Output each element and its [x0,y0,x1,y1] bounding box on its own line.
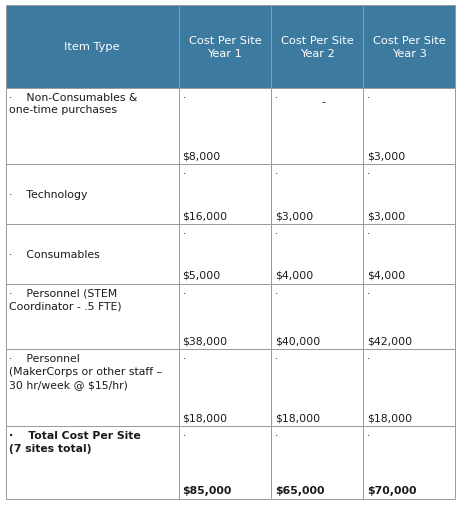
Text: ·: · [183,430,186,440]
Bar [6,349,179,426]
Text: ·    Consumables: · Consumables [9,249,100,260]
Text: ·: · [367,92,370,103]
Bar [271,349,363,426]
Text: ·: · [367,229,370,239]
Bar [271,284,363,349]
Bar [363,426,455,499]
Bar [271,6,363,88]
Text: $4,000: $4,000 [275,270,313,280]
Text: ·: · [275,354,278,364]
Bar [179,165,271,225]
Text: ·: · [183,229,186,239]
Text: $3,000: $3,000 [367,151,405,161]
Text: ·: · [183,169,186,179]
Text: ·: · [183,354,186,364]
Text: ·: · [183,288,186,298]
Bar [363,284,455,349]
Text: $40,000: $40,000 [275,336,320,345]
Bar [6,225,179,284]
Bar [363,349,455,426]
Text: $70,000: $70,000 [367,485,416,495]
Text: Cost Per Site
Year 2: Cost Per Site Year 2 [281,36,354,59]
Bar [271,88,363,165]
Bar [6,284,179,349]
Bar [179,6,271,88]
Text: ·    Personnel (STEM
Coordinator - .5 FTE): · Personnel (STEM Coordinator - .5 FTE) [9,288,122,311]
Text: ·: · [367,169,370,179]
Bar [363,6,455,88]
Text: ·: · [275,169,278,179]
Text: Cost Per Site
Year 3: Cost Per Site Year 3 [373,36,446,59]
Text: ·: · [183,92,186,103]
Bar [179,349,271,426]
Text: ·: · [275,288,278,298]
Text: ·: · [367,430,370,440]
Text: ·: · [367,354,370,364]
Text: $8,000: $8,000 [183,151,221,161]
Bar [179,284,271,349]
Text: ·: · [275,229,278,239]
Text: ·    Non-Consumables &
one-time purchases: · Non-Consumables & one-time purchases [9,92,137,115]
Text: $16,000: $16,000 [183,211,228,221]
Text: -: - [322,96,325,107]
Text: ·    Technology: · Technology [9,190,88,200]
Bar [271,225,363,284]
Text: ·: · [275,430,278,440]
Bar [363,225,455,284]
Bar [363,88,455,165]
Bar [271,426,363,499]
Bar [6,88,179,165]
Bar [179,88,271,165]
Bar [179,426,271,499]
Bar [6,6,179,88]
Text: ·: · [275,92,278,103]
Text: $65,000: $65,000 [275,485,324,495]
Text: Item Type: Item Type [65,42,120,52]
Text: $18,000: $18,000 [183,412,228,422]
Text: $42,000: $42,000 [367,336,412,345]
Text: $4,000: $4,000 [367,270,405,280]
Text: ·    Personnel
(MakerCorps or other staff –
30 hr/week @ $15/hr): · Personnel (MakerCorps or other staff –… [9,354,162,389]
Bar [179,225,271,284]
Text: $3,000: $3,000 [275,211,313,221]
Bar [271,165,363,225]
Text: $18,000: $18,000 [367,412,412,422]
Bar [363,165,455,225]
Text: $18,000: $18,000 [275,412,320,422]
Text: $3,000: $3,000 [367,211,405,221]
Text: ·: · [367,288,370,298]
Bar [6,426,179,499]
Bar [6,165,179,225]
Text: $5,000: $5,000 [183,270,221,280]
Text: $85,000: $85,000 [183,485,232,495]
Text: Cost Per Site
Year 1: Cost Per Site Year 1 [189,36,261,59]
Text: ·    Total Cost Per Site
(7 sites total): · Total Cost Per Site (7 sites total) [9,430,141,453]
Text: $38,000: $38,000 [183,336,228,345]
